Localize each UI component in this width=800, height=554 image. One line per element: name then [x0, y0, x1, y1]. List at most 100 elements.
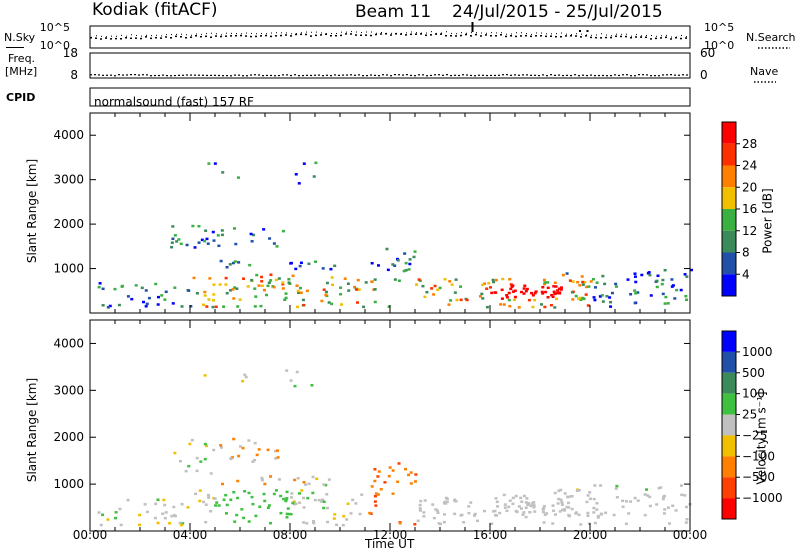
freq-trace-point: [278, 74, 280, 77]
noise-trace-point: [535, 35, 537, 37]
power-scatter-cell: [578, 296, 582, 300]
velocity-scatter-cell: [599, 484, 603, 487]
velocity-scatter-cell: [276, 449, 280, 452]
power-scatter-cell: [592, 296, 596, 299]
velocity-scatter-cell: [322, 506, 326, 510]
power-scatter-cell: [291, 274, 295, 278]
power-scatter-cell: [556, 289, 560, 292]
power-colorbar-swatch: [722, 230, 736, 253]
velocity-scatter-cell: [342, 514, 346, 518]
noise-trace-point: [550, 35, 552, 37]
power-scatter-cell: [432, 293, 436, 296]
search-noise-point: [271, 32, 272, 34]
search-noise-point: [276, 32, 277, 34]
velocity-scatter-cell: [324, 483, 328, 487]
power-scatter-cell: [370, 261, 374, 265]
search-noise-point: [571, 34, 572, 36]
velocity-scatter-cell: [230, 456, 234, 459]
velocity-scatter-cell: [341, 523, 345, 527]
velocity-ytick-label: 4000: [53, 336, 84, 350]
velocity-scatter-cell: [668, 522, 672, 525]
power-scatter-cell: [231, 261, 235, 265]
velocity-scatter-cell: [530, 503, 534, 506]
noise-trace-point: [435, 33, 437, 35]
freq-trace-point: [314, 74, 316, 76]
noise-trace-point: [655, 37, 657, 40]
noise-trace-point: [520, 35, 522, 37]
power-scatter-cell: [685, 275, 689, 278]
power-scatter-cell: [448, 280, 452, 283]
velocity-scatter-cell: [557, 489, 561, 493]
velocity-scatter-cell: [225, 503, 229, 507]
noise-trace-point: [245, 35, 247, 37]
noise-trace-point: [560, 35, 562, 38]
velocity-scatter-cell: [194, 492, 198, 496]
velocity-scatter-cell: [444, 496, 448, 500]
power-scatter-cell: [225, 265, 229, 269]
power-scatter-cell: [222, 305, 226, 308]
power-scatter-cell: [517, 306, 521, 309]
power-scatter-cell: [236, 176, 240, 179]
velocity-scatter-cell: [373, 479, 377, 483]
noise-trace-point: [95, 37, 97, 39]
noise-trace-point: [185, 36, 187, 39]
power-scatter-cell: [343, 277, 347, 280]
freq-trace-point: [618, 74, 620, 77]
velocity-scatter-cell: [222, 498, 226, 502]
power-scatter-cell: [555, 297, 559, 301]
power-scatter-cell: [269, 279, 273, 282]
noise-trace-point: [510, 35, 512, 37]
power-scatter-cell: [500, 288, 504, 292]
power-scatter-cell: [173, 234, 177, 237]
freq-trace-point: [282, 74, 284, 76]
velocity-scatter-cell: [416, 519, 420, 523]
xtick-label: 20:00: [573, 528, 608, 542]
power-scatter-cell: [228, 263, 232, 266]
freq-trace-point: [454, 74, 456, 76]
velocity-scatter-cell: [543, 513, 547, 516]
power-scatter-cell: [386, 268, 390, 272]
power-scatter-cell: [531, 305, 535, 309]
power-scatter-cell: [203, 290, 207, 294]
velocity-scatter-cell: [615, 484, 619, 488]
noise-trace-point: [620, 35, 622, 38]
noise-trace-point: [580, 36, 582, 38]
freq-trace-point: [378, 75, 380, 77]
velocity-scatter-cell: [290, 492, 294, 495]
search-noise-point: [596, 34, 597, 36]
power-scatter-cell: [433, 284, 437, 288]
power-scatter-cell: [312, 175, 316, 178]
power-scatter-cell: [355, 301, 359, 304]
search-noise-point: [306, 31, 307, 33]
noise-trace-point: [310, 35, 312, 37]
velocity-scatter-cell: [502, 493, 506, 497]
velocity-scatter-cell: [198, 499, 202, 503]
power-scatter-cell: [689, 268, 693, 272]
power-scatter-cell: [601, 300, 605, 303]
power-scatter-cell: [302, 162, 306, 165]
velocity-scatter-cell: [612, 513, 616, 517]
power-scatter-cell: [220, 233, 224, 237]
search-noise-point: [671, 36, 672, 38]
power-scatter-cell: [649, 294, 653, 297]
noise-trace-point: [650, 38, 652, 40]
velocity-scatter-cell: [643, 493, 647, 496]
velocity-scatter-cell: [592, 511, 596, 514]
velocity-scatter-cell: [418, 509, 422, 512]
velocity-scatter-cell: [143, 503, 147, 506]
search-noise-point: [531, 33, 532, 35]
velocity-scatter-cell: [274, 449, 278, 453]
velocity-scatter-cell: [321, 498, 325, 501]
power-scatter-cell: [585, 285, 589, 289]
power-scatter-cell: [404, 261, 408, 265]
velocity-scatter-cell: [595, 501, 599, 505]
velocity-scatter-cell: [409, 482, 413, 485]
velocity-scatter-cell: [250, 495, 254, 499]
freq-trace-point: [522, 74, 524, 76]
noise-trace-point: [175, 35, 177, 38]
power-scatter-cell: [117, 303, 121, 307]
xtick-label: 00:00: [673, 528, 708, 542]
search-noise-point: [636, 34, 637, 36]
power-scatter-cell: [603, 282, 607, 286]
power-colorbar-tick-label: 24: [742, 159, 757, 173]
